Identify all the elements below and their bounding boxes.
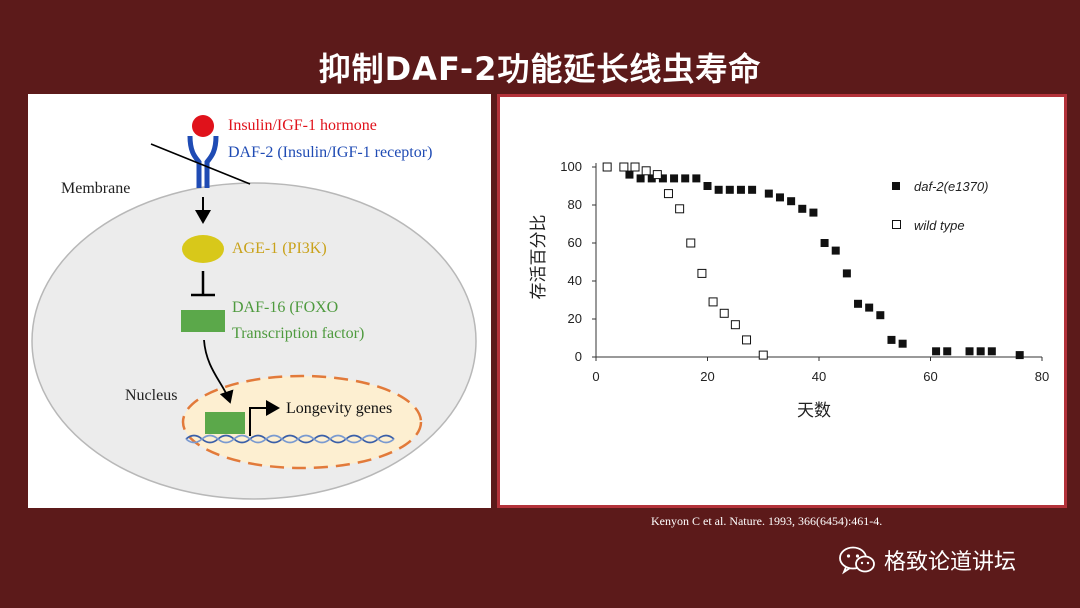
legend-marker-wildtype xyxy=(892,220,901,229)
data-point-daf2 xyxy=(703,182,712,190)
legend-label-wildtype: wild type xyxy=(914,218,965,233)
data-point-daf2 xyxy=(748,185,757,194)
data-point-daf2 xyxy=(932,347,941,356)
data-point-wildtype xyxy=(602,162,612,172)
arrow-daf16-nucleus xyxy=(203,339,234,404)
data-point-daf2 xyxy=(865,303,874,312)
legend-marker-daf2 xyxy=(892,182,900,190)
data-point-daf2 xyxy=(1015,351,1024,360)
slide-title: 抑制DAF-2功能延长线虫寿命 xyxy=(318,50,762,88)
wechat-icon xyxy=(839,546,875,575)
data-point-daf2 xyxy=(943,347,952,356)
nucleus xyxy=(181,374,423,470)
daf16-icon xyxy=(181,310,225,332)
y-tick-label: 100 xyxy=(560,159,582,174)
daf16-nucleus-icon xyxy=(205,412,245,434)
data-point-daf2 xyxy=(725,185,734,194)
inhibit-age1-daf16 xyxy=(191,271,215,297)
y-tick-label: 0 xyxy=(575,349,582,364)
data-point-daf2 xyxy=(764,189,773,198)
x-axis-label: 天数 xyxy=(797,401,831,420)
data-point-daf2 xyxy=(714,185,723,194)
data-point-daf2 xyxy=(775,193,784,202)
watermark: 格致论道讲坛 xyxy=(838,540,1016,580)
longevity-genes-label: Longevity genes xyxy=(286,400,392,417)
data-point-daf2 xyxy=(658,174,667,183)
nucleus-label: Nucleus xyxy=(125,387,177,404)
data-point-daf2 xyxy=(854,299,863,308)
x-tick-label: 60 xyxy=(923,369,937,384)
data-point-daf2 xyxy=(831,246,840,255)
data-point-daf2 xyxy=(647,174,656,183)
data-point-daf2 xyxy=(798,204,807,213)
dna-icon xyxy=(185,434,395,444)
hormone-icon xyxy=(192,115,214,137)
daf16-label-line1: DAF-16 (FOXO xyxy=(232,299,338,316)
data-point-wildtype xyxy=(619,162,629,172)
data-point-daf2 xyxy=(625,170,634,179)
x-tick-label: 20 xyxy=(700,369,714,384)
chart-points xyxy=(602,162,1024,360)
data-point-daf2 xyxy=(965,347,974,356)
data-point-wildtype xyxy=(697,268,707,278)
legend-label-daf2: daf-2(e1370) xyxy=(914,179,988,194)
y-tick-label: 80 xyxy=(568,197,582,212)
x-tick-label: 0 xyxy=(592,369,599,384)
receptor-icon xyxy=(187,135,219,188)
data-point-daf2 xyxy=(692,174,701,183)
watermark-text: 格致论道讲坛 xyxy=(884,550,1017,575)
data-point-daf2 xyxy=(987,347,996,356)
survival-chart: 0 20 40 60 80 0 20 40 60 80 100 天数 存活百分比 daf-2(e13… xyxy=(529,159,1049,420)
data-point-daf2 xyxy=(820,239,829,247)
receptor-cross-line xyxy=(150,143,251,185)
citation: Kenyon C et al. Nature. 1993, 366(6454):… xyxy=(651,514,883,528)
data-point-wildtype xyxy=(663,189,673,199)
chart-ticks: 0 20 40 60 80 0 20 40 60 80 100 xyxy=(560,159,1049,384)
y-tick-label: 20 xyxy=(568,311,582,326)
survival-chart-panel: 0 20 40 60 80 0 20 40 60 80 100 天数 存活百分比 daf-2(e13… xyxy=(497,94,1067,508)
data-point-daf2 xyxy=(876,311,885,320)
data-point-wildtype xyxy=(641,166,651,176)
chart-legend: daf-2(e1370) wild type xyxy=(892,179,988,233)
daf16-label-line2: Transcription factor) xyxy=(232,325,364,342)
hormone-label: Insulin/IGF-1 hormone xyxy=(228,117,377,134)
y-axis-label: 存活百分比 xyxy=(529,215,548,300)
data-point-daf2 xyxy=(976,347,985,356)
data-point-wildtype xyxy=(730,320,740,330)
data-point-daf2 xyxy=(898,339,907,348)
data-point-daf2 xyxy=(842,269,851,278)
x-tick-label: 80 xyxy=(1035,369,1049,384)
data-point-wildtype xyxy=(630,162,640,172)
x-tick-label: 40 xyxy=(812,369,826,384)
data-point-wildtype xyxy=(652,170,662,180)
data-point-wildtype xyxy=(742,335,752,345)
y-tick-label: 60 xyxy=(568,235,582,250)
transcription-start-icon xyxy=(249,400,280,436)
y-tick-label: 40 xyxy=(568,273,582,288)
data-point-daf2 xyxy=(681,174,690,183)
data-point-daf2 xyxy=(736,185,745,194)
pathway-diagram: Insulin/IGF-1 hormone DAF-2 (Insulin/IGF… xyxy=(31,115,477,500)
data-point-daf2 xyxy=(809,208,818,217)
age1-label: AGE-1 (PI3K) xyxy=(232,240,327,257)
receptor-label: DAF-2 (Insulin/IGF-1 receptor) xyxy=(228,144,432,161)
data-point-wildtype xyxy=(686,238,696,248)
data-point-wildtype xyxy=(708,297,718,307)
data-point-daf2 xyxy=(636,174,645,183)
age1-icon xyxy=(182,235,224,263)
pathway-diagram-panel: Insulin/IGF-1 hormone DAF-2 (Insulin/IGF… xyxy=(28,94,491,508)
data-point-wildtype xyxy=(719,308,729,318)
data-point-daf2 xyxy=(787,197,796,206)
data-point-daf2 xyxy=(887,335,896,344)
data-point-wildtype xyxy=(758,350,768,360)
membrane-label: Membrane xyxy=(61,180,130,197)
data-point-wildtype xyxy=(675,204,685,214)
data-point-daf2 xyxy=(670,174,679,183)
